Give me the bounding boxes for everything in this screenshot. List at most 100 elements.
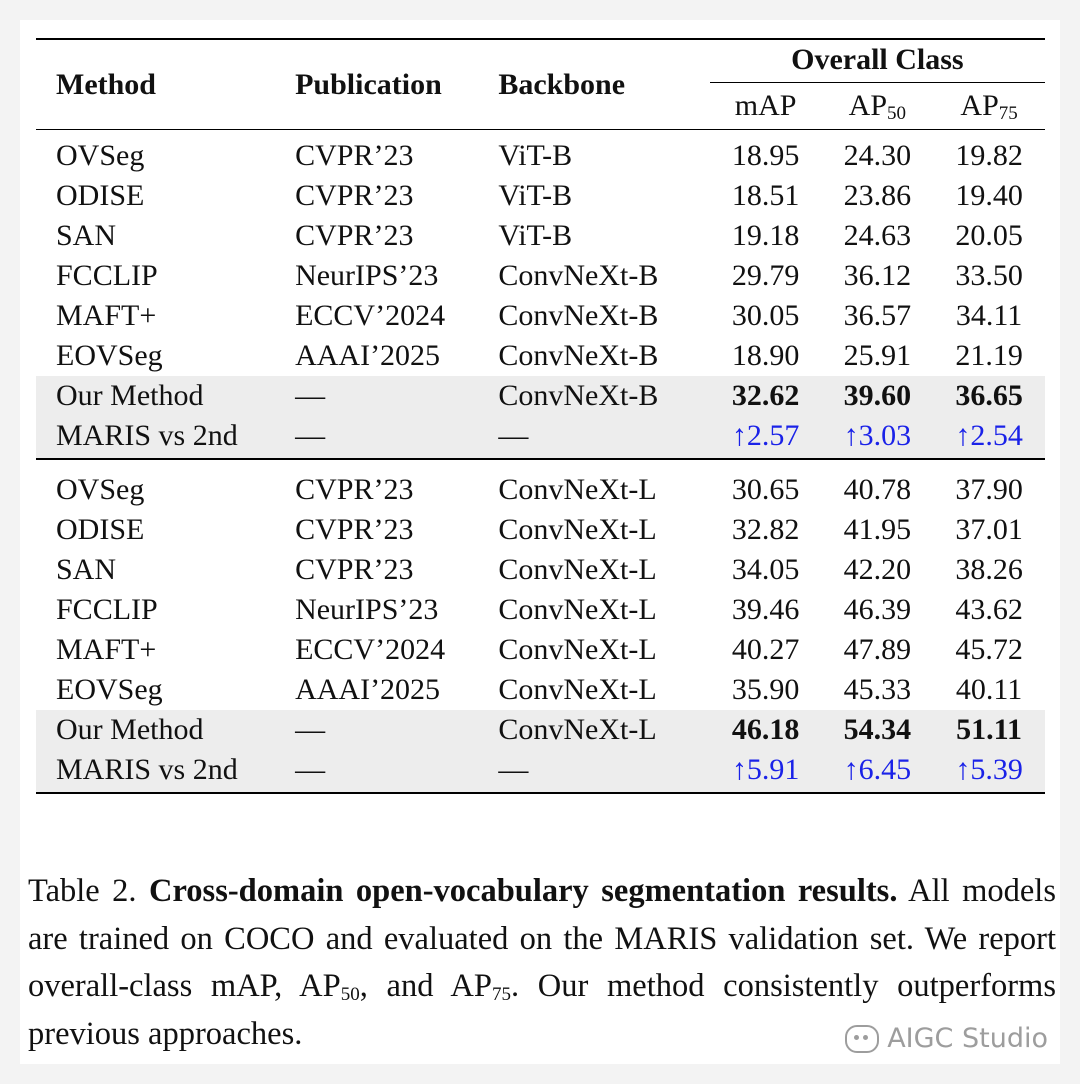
cell-method: MARIS vs 2nd [36,750,296,794]
cell-method: SAN [56,219,117,252]
cell-map: ↑2.57 [709,416,822,460]
cell-backbone: ViT-B [498,219,573,252]
table-caption: Table 2. Cross-domain open-vocabulary se… [28,868,1056,1058]
table-row: EOVSeg AAAI’2025 ConvNeXt-L 35.90 45.33 40.11 [36,670,1045,710]
delta-row: MARIS vs 2nd — — ↑5.91 ↑6.45 ↑5.39 [36,750,1045,794]
table-row: SAN CVPR’23 ConvNeXt-L 34.05 42.20 38.26 [36,550,1045,590]
cell-method: SAN [56,553,117,586]
cell-map: 18.90 [731,339,800,372]
cell-ap75: 37.90 [955,473,1023,506]
cell-ap50: 45.33 [843,673,912,706]
cell-ap50: 39.60 [821,376,934,416]
header-ap75: AP75 [933,82,1045,130]
cell-publication: NeurIPS’23 [295,259,439,292]
cell-backbone: ConvNeXt-L [498,673,657,706]
results-table: Method Publication Backbone Overall Clas… [36,38,1045,794]
cell-ap50: 47.89 [843,633,912,666]
cell-publication: AAAI’2025 [295,339,441,372]
cell-ap75: 43.62 [955,593,1023,626]
cell-map: 34.05 [731,553,800,586]
cell-publication: CVPR’23 [295,139,414,172]
cell-publication: CVPR’23 [295,513,414,546]
table-row: FCCLIP NeurIPS’23 ConvNeXt-L 39.46 46.39 43.6… [36,590,1045,630]
cell-method: EOVSeg [56,339,163,372]
cell-ap75: 33.50 [955,259,1023,292]
cell-backbone: ConvNeXt-L [498,633,657,666]
cell-map: 35.90 [731,673,800,706]
caption-sub-1: 50 [340,984,360,1005]
cell-map: 40.27 [731,633,800,666]
cell-ap75: 19.82 [955,139,1023,172]
cell-ap75: 38.26 [955,553,1023,586]
table-row: ODISE CVPR’23 ConvNeXt-L 32.82 41.95 37.01 [36,510,1045,550]
table-body: OVSeg CVPR’23 ViT-B 18.95 24.30 19.82 ODISE CVP… [36,130,1045,794]
cell-method: Our Method [36,710,296,750]
cell-map: 30.05 [731,299,800,332]
cell-map: 39.46 [731,593,800,626]
table-row: EOVSeg AAAI’2025 ConvNeXt-B 18.90 25.91 21.19 [36,336,1045,376]
cell-backbone: ConvNeXt-L [498,473,657,506]
cell-map: 46.18 [709,710,822,750]
header-ap50-base: AP [848,89,888,122]
header-method: Method [36,38,296,130]
cell-ap50: ↑6.45 [821,750,934,794]
cell-publication: ECCV’2024 [295,633,446,666]
cell-backbone: — [498,750,710,794]
header-publication: Publication [295,38,499,130]
cell-map: 30.65 [731,473,800,506]
cell-method: OVSeg [56,473,145,506]
header-overall-class: Overall Class [709,38,1045,83]
cell-backbone: ConvNeXt-B [498,339,659,372]
cell-ap75: 34.11 [955,299,1023,332]
cell-ap50: 46.39 [843,593,912,626]
caption-label: Table 2. [28,873,137,909]
cell-ap75: 51.11 [933,710,1045,750]
cell-method: MARIS vs 2nd [36,416,296,460]
cell-backbone: — [498,416,710,460]
cell-ap75: 20.05 [955,219,1023,252]
cell-backbone: ConvNeXt-L [498,710,710,750]
cell-ap50: 42.20 [843,553,912,586]
cell-map: 19.18 [731,219,800,252]
cell-map: 18.95 [731,139,800,172]
our-method-row: Our Method — ConvNeXt-L 46.18 54.34 51.11 [36,710,1045,750]
table-header-row: Method Publication Backbone Overall Clas… [36,38,1045,130]
cell-ap50: 24.63 [843,219,912,252]
cell-publication: CVPR’23 [295,179,414,212]
cell-ap75: 40.11 [955,673,1023,706]
cell-map: 18.51 [731,179,800,212]
table-row: MAFT+ ECCV’2024 ConvNeXt-B 30.05 36.57 34.11 [36,296,1045,336]
cell-method: FCCLIP [56,259,158,292]
cell-publication: AAAI’2025 [295,673,441,706]
cell-ap50: 23.86 [843,179,912,212]
paper-page [20,20,1060,1064]
cell-method: MAFT+ [56,299,157,332]
table-row: MAFT+ ECCV’2024 ConvNeXt-L 40.27 47.89 45.72 [36,630,1045,670]
cell-ap75: 45.72 [955,633,1023,666]
cell-map: 32.62 [709,376,822,416]
cell-ap75: 36.65 [933,376,1045,416]
cell-method: FCCLIP [56,593,158,626]
table-subheader-row: mAP AP50 AP75 [36,82,1045,130]
cell-ap50: 41.95 [843,513,912,546]
cell-map: 29.79 [731,259,800,292]
cell-ap75: 37.01 [955,513,1023,546]
cell-ap50: 24.30 [843,139,912,172]
delta-row: MARIS vs 2nd — — ↑2.57 ↑3.03 ↑2.54 [36,416,1045,460]
cell-ap75: ↑5.39 [933,750,1045,794]
cell-publication: NeurIPS’23 [295,593,439,626]
our-method-row: Our Method — ConvNeXt-B 32.62 39.60 36.65 [36,376,1045,416]
cell-publication: — [295,376,499,416]
cell-publication: CVPR’23 [295,553,414,586]
header-ap50: AP50 [821,82,934,130]
table-row: ODISE CVPR’23 ViT-B 18.51 23.86 19.40 [36,176,1045,216]
cell-ap50: 25.91 [843,339,912,372]
table-row: OVSeg CVPR’23 ConvNeXt-L 30.65 40.78 37.90 [36,459,1045,510]
cell-method: MAFT+ [56,633,157,666]
caption-text-2: , and AP [359,968,492,1004]
header-backbone: Backbone [498,38,710,130]
cell-backbone: ViT-B [498,179,573,212]
watermark: AIGC Studio [845,1023,1048,1054]
cell-ap50: 40.78 [843,473,912,506]
cell-publication: CVPR’23 [295,219,414,252]
